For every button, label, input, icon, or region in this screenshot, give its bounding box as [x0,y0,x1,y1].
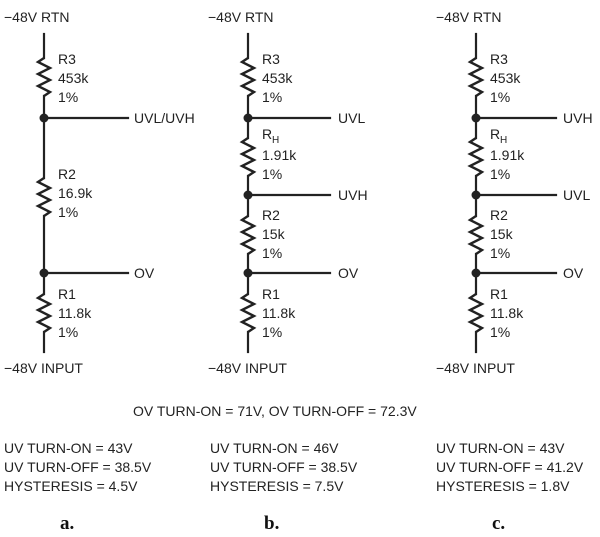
svg-text:1%: 1% [490,89,510,105]
resistor-rh-c [467,137,485,177]
resistor-label-r1-c: R1 11.8k 1% [490,286,524,340]
svg-text:15k: 15k [490,226,514,242]
svg-text:R3: R3 [490,51,508,67]
tap-label-uvh-b: UVH [338,187,368,203]
resistor-label-r3-c: R3 453k 1% [490,51,521,105]
resistor-label-r3-b: R3 453k 1% [262,51,293,105]
circuit-c: −48V RTN UVH UVL OV R3 453k 1% R H 1.91k… [436,9,593,376]
svg-text:1.91k: 1.91k [262,147,297,163]
tap-label-ov-c: OV [563,265,584,281]
bottom-label-c: −48V INPUT [436,360,515,376]
resistor-rh-b [239,137,257,177]
resistor-label-r2-b: R2 15k 1% [262,207,286,261]
svg-text:1%: 1% [58,204,78,220]
svg-text:1%: 1% [262,166,282,182]
resistor-r2-c [467,215,485,255]
tap-label-uvl-c: UVL [563,187,590,203]
svg-text:UV TURN-ON = 43V: UV TURN-ON = 43V [436,440,565,456]
svg-text:11.8k: 11.8k [262,305,296,321]
svg-text:15k: 15k [262,226,286,242]
svg-text:1%: 1% [490,166,510,182]
resistor-label-r1-b: R1 11.8k 1% [262,286,296,340]
svg-text:R2: R2 [58,166,76,182]
svg-text:R2: R2 [262,207,280,223]
results-b: UV TURN-ON = 46V UV TURN-OFF = 38.5V HYS… [210,440,358,494]
svg-text:R3: R3 [262,51,280,67]
results-c: UV TURN-ON = 43V UV TURN-OFF = 41.2V HYS… [436,440,584,494]
ov-threshold-note: OV TURN-ON = 71V, OV TURN-OFF = 72.3V [133,403,417,419]
tap-label-ov-b: OV [338,265,359,281]
top-label-a: −48V RTN [4,9,70,25]
resistor-r2-b [239,215,257,255]
svg-text:R1: R1 [490,286,508,302]
svg-text:1%: 1% [490,324,510,340]
circuit-b: −48V RTN UVL UVH OV R3 453k 1% R H 1.91k… [208,9,368,376]
resistor-label-r1-a: R1 11.8k 1% [58,286,92,340]
svg-text:1%: 1% [58,89,78,105]
circuit-a: −48V RTN UVL/UVH OV R3 453k 1% R2 16.9k … [4,9,195,376]
svg-text:453k: 453k [58,70,89,86]
svg-text:453k: 453k [262,70,293,86]
bottom-label-a: −48V INPUT [4,360,83,376]
svg-text:H: H [500,135,507,146]
resistor-label-r3-a: R3 453k 1% [58,51,89,105]
tap-label-uvl-uvh-a: UVL/UVH [134,110,195,126]
svg-text:UV TURN-ON = 43V: UV TURN-ON = 43V [4,440,133,456]
bottom-label-b: −48V INPUT [208,360,287,376]
resistor-label-r2-a: R2 16.9k 1% [58,166,93,220]
svg-text:UV TURN-OFF = 38.5V: UV TURN-OFF = 38.5V [4,459,152,475]
svg-text:11.8k: 11.8k [490,305,524,321]
svg-text:1%: 1% [262,324,282,340]
tap-label-uvl-b: UVL [338,110,365,126]
resistor-r1-b [239,293,257,333]
svg-text:UV TURN-OFF = 41.2V: UV TURN-OFF = 41.2V [436,459,584,475]
svg-text:1%: 1% [58,324,78,340]
resistor-r1-c [467,293,485,333]
svg-text:UV TURN-OFF = 38.5V: UV TURN-OFF = 38.5V [210,459,358,475]
svg-text:1%: 1% [490,245,510,261]
tap-label-uvh-c: UVH [563,110,593,126]
svg-text:453k: 453k [490,70,521,86]
resistor-label-rh-b: R H 1.91k 1% [262,126,297,182]
resistor-r3-a [35,57,53,97]
svg-text:R1: R1 [58,286,76,302]
resistor-r2-a [35,177,53,217]
svg-text:1%: 1% [262,89,282,105]
results-a: UV TURN-ON = 43V UV TURN-OFF = 38.5V HYS… [4,440,152,494]
resistor-label-r2-c: R2 15k 1% [490,207,514,261]
svg-text:HYSTERESIS = 7.5V: HYSTERESIS = 7.5V [210,478,344,494]
svg-text:HYSTERESIS = 4.5V: HYSTERESIS = 4.5V [4,478,138,494]
caption-b: b. [264,513,279,534]
svg-text:HYSTERESIS = 1.8V: HYSTERESIS = 1.8V [436,478,570,494]
top-label-b: −48V RTN [208,9,274,25]
svg-text:R1: R1 [262,286,280,302]
top-label-c: −48V RTN [436,9,502,25]
svg-text:R: R [262,126,272,142]
svg-text:1.91k: 1.91k [490,147,525,163]
svg-text:R2: R2 [490,207,508,223]
resistor-r1-a [35,293,53,333]
tap-label-ov-a: OV [134,265,155,281]
resistor-r3-b [239,57,257,97]
resistor-r3-c [467,57,485,97]
caption-c: c. [492,513,505,534]
svg-text:UV TURN-ON = 46V: UV TURN-ON = 46V [210,440,339,456]
svg-text:1%: 1% [262,245,282,261]
svg-text:R3: R3 [58,51,76,67]
svg-text:16.9k: 16.9k [58,185,93,201]
resistor-label-rh-c: R H 1.91k 1% [490,126,525,182]
svg-text:H: H [272,135,279,146]
svg-text:11.8k: 11.8k [58,305,92,321]
svg-text:R: R [490,126,500,142]
caption-a: a. [60,513,74,534]
